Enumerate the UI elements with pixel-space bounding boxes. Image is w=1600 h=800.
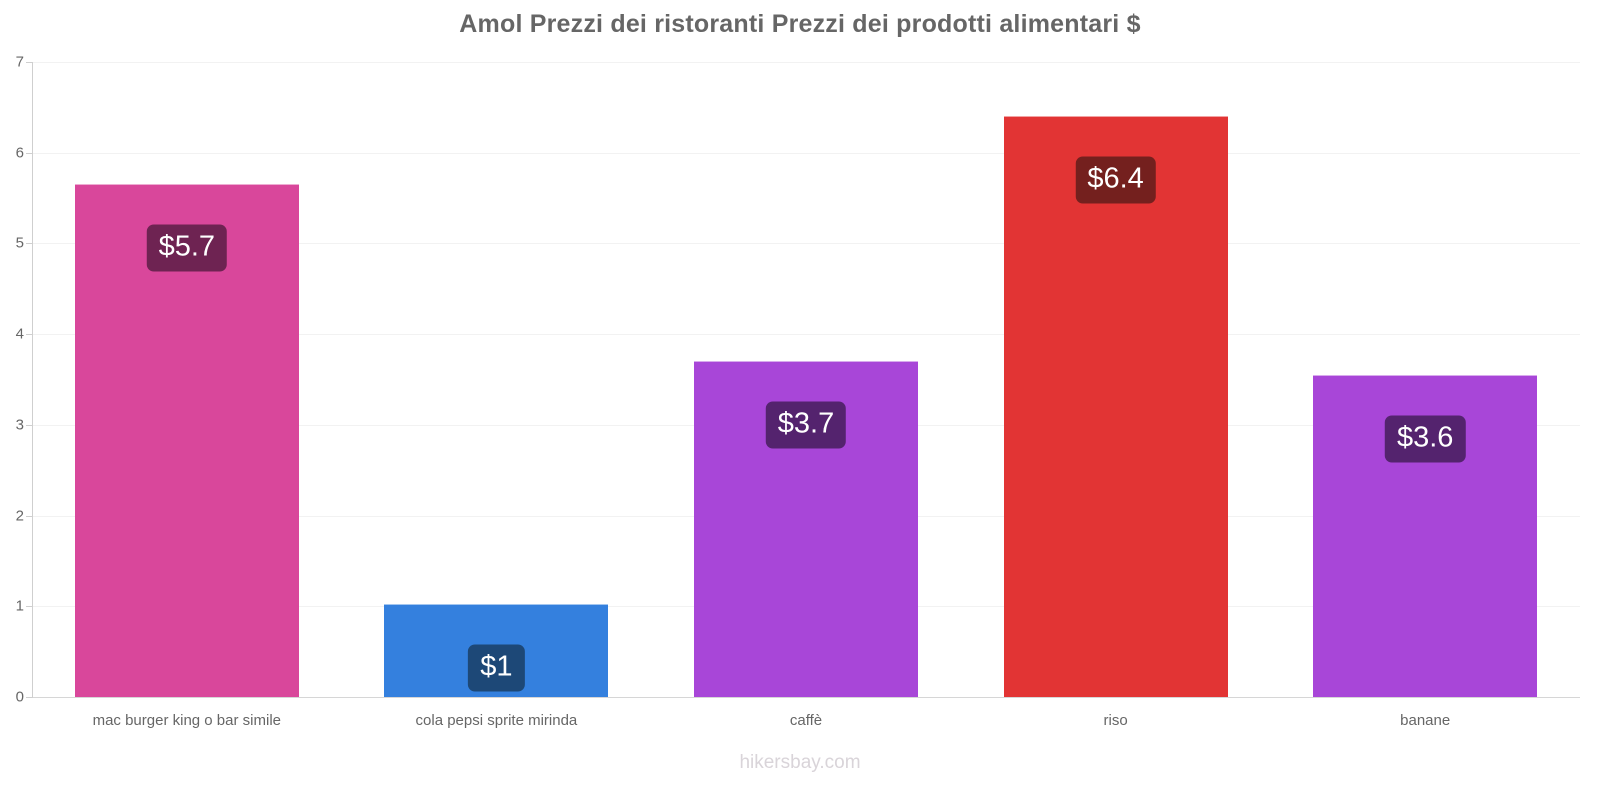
y-axis-tick <box>26 334 33 336</box>
bar-value-label: $3.6 <box>1384 415 1466 463</box>
bar-value-label: $6.4 <box>1075 156 1156 204</box>
plot-area <box>32 62 1580 697</box>
y-axis-line <box>32 62 33 698</box>
x-axis-tick-label: riso <box>1103 712 1128 729</box>
bar-value-label: $5.7 <box>146 224 228 272</box>
y-axis-tick <box>26 697 33 698</box>
bar-value-label: $1 <box>468 644 525 692</box>
y-axis-tick-label: 3 <box>15 416 24 434</box>
gridline <box>32 334 1580 336</box>
gridline <box>32 152 1580 154</box>
y-axis-tick <box>26 515 33 517</box>
chart-title: Amol Prezzi dei ristoranti Prezzi dei pr… <box>459 10 1141 38</box>
gridline <box>32 62 1580 63</box>
x-axis-tick-label: banane <box>1400 712 1451 729</box>
y-axis-tick <box>26 424 33 426</box>
x-axis-labels: mac burger king o bar simile cola pepsi s… <box>32 712 1580 742</box>
y-axis-tick <box>26 606 33 608</box>
y-axis-tick-label: 6 <box>15 144 24 162</box>
y-axis-tick-label: 4 <box>15 325 24 343</box>
bar-value-label: $3.7 <box>765 401 847 449</box>
gridline <box>32 697 1580 698</box>
y-axis-tick-label: 0 <box>15 688 24 706</box>
x-axis-tick-label: mac burger king o bar simile <box>92 712 282 729</box>
y-axis-tick-label: 5 <box>15 234 24 252</box>
gridline <box>32 243 1580 245</box>
y-axis-tick-label: 7 <box>15 53 24 71</box>
y-axis-tick <box>26 152 33 154</box>
x-axis-tick-label: cola pepsi sprite mirinda <box>415 712 578 729</box>
y-axis-tick-label: 2 <box>15 507 24 525</box>
y-axis-tick <box>26 62 33 63</box>
bar[interactable] <box>1003 116 1228 697</box>
footer-credit: hikersbay.com <box>739 752 861 773</box>
y-axis-tick <box>26 243 33 245</box>
y-axis-tick-label: 1 <box>15 597 24 615</box>
x-axis-tick-label: caffè <box>789 712 823 729</box>
y-axis-labels: 0 1 2 3 4 5 6 7 <box>0 0 24 800</box>
